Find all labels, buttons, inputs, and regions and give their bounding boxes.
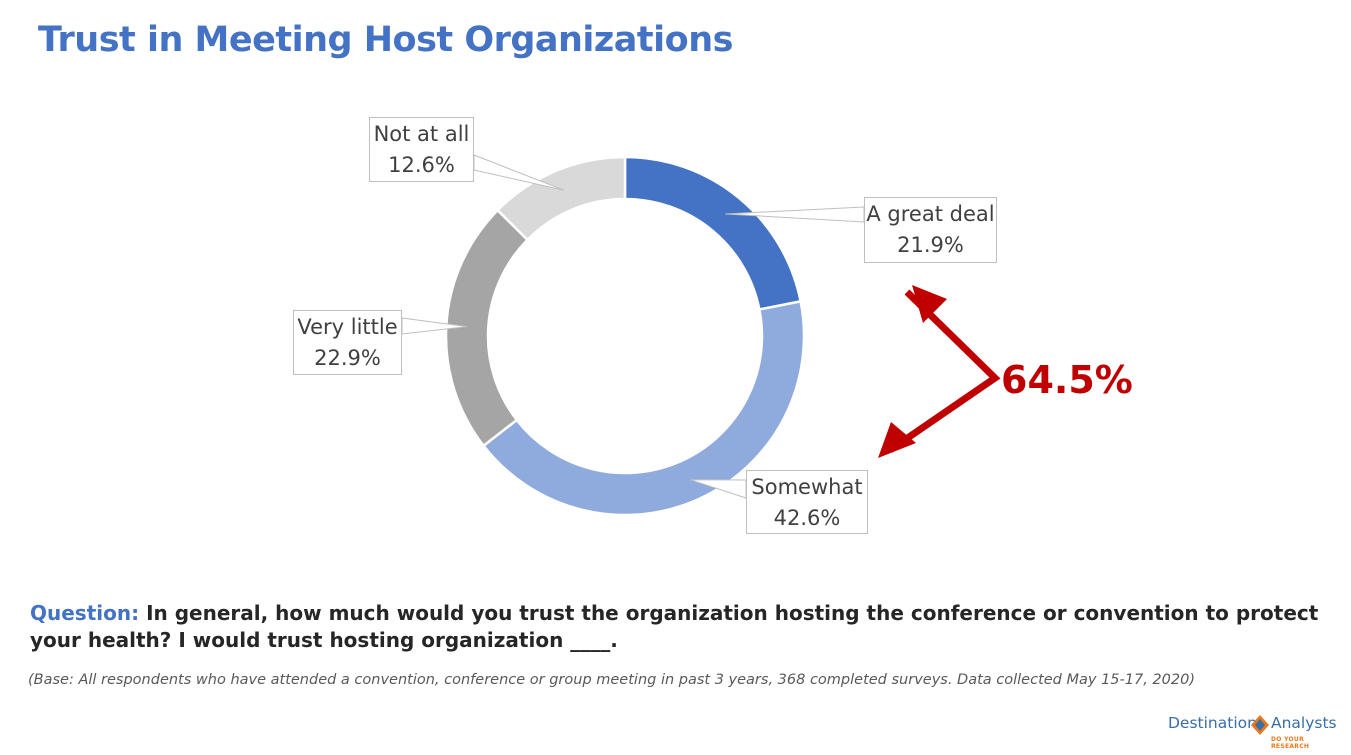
arrow-head-down xyxy=(878,422,916,458)
logo-tagline: DO YOUR RESEARCH xyxy=(1271,736,1310,750)
page-title: Trust in Meeting Host Organizations xyxy=(38,20,733,60)
label-very-little-value: 22.9% xyxy=(314,346,381,370)
label-very-little: Very little 22.9% xyxy=(293,310,402,375)
label-somewhat: Somewhat 42.6% xyxy=(746,470,868,534)
donut-slice-a-great-deal xyxy=(623,155,803,311)
label-not-at-all-name: Not at all xyxy=(373,122,470,146)
donut-slice-not-at-all xyxy=(495,155,627,242)
question-text: Question: In general, how much would you… xyxy=(30,600,1320,654)
label-somewhat-name: Somewhat xyxy=(751,475,863,499)
label-a-great-deal: A great deal 21.9% xyxy=(864,197,997,263)
destination-analysts-logo: Destination Analysts DO YOUR RESEARCH xyxy=(1168,714,1343,750)
donut-chart xyxy=(401,154,1001,517)
callout-pointer-not-at-all xyxy=(473,154,565,191)
question-label: Question: xyxy=(30,601,140,625)
label-somewhat-value: 42.6% xyxy=(773,506,841,530)
combined-percentage: 64.5% xyxy=(1001,358,1133,402)
arrow-head-up xyxy=(912,285,947,323)
label-a-great-deal-name: A great deal xyxy=(866,202,995,226)
logo-word-analysts: Analysts xyxy=(1271,714,1337,732)
logo-word-destination: Destination xyxy=(1168,714,1257,732)
label-a-great-deal-value: 21.9% xyxy=(897,233,964,257)
label-very-little-name: Very little xyxy=(297,315,398,339)
label-not-at-all: Not at all 12.6% xyxy=(369,117,474,182)
label-not-at-all-value: 12.6% xyxy=(388,153,455,177)
question-body: In general, how much would you trust the… xyxy=(30,601,1319,652)
logo-diamond-icon xyxy=(1251,715,1269,735)
arrow-annotation xyxy=(878,285,1001,458)
base-note: (Base: All respondents who have attended… xyxy=(28,672,1195,688)
donut-slice-somewhat xyxy=(481,299,806,517)
callout-pointer-very-little xyxy=(401,317,468,335)
